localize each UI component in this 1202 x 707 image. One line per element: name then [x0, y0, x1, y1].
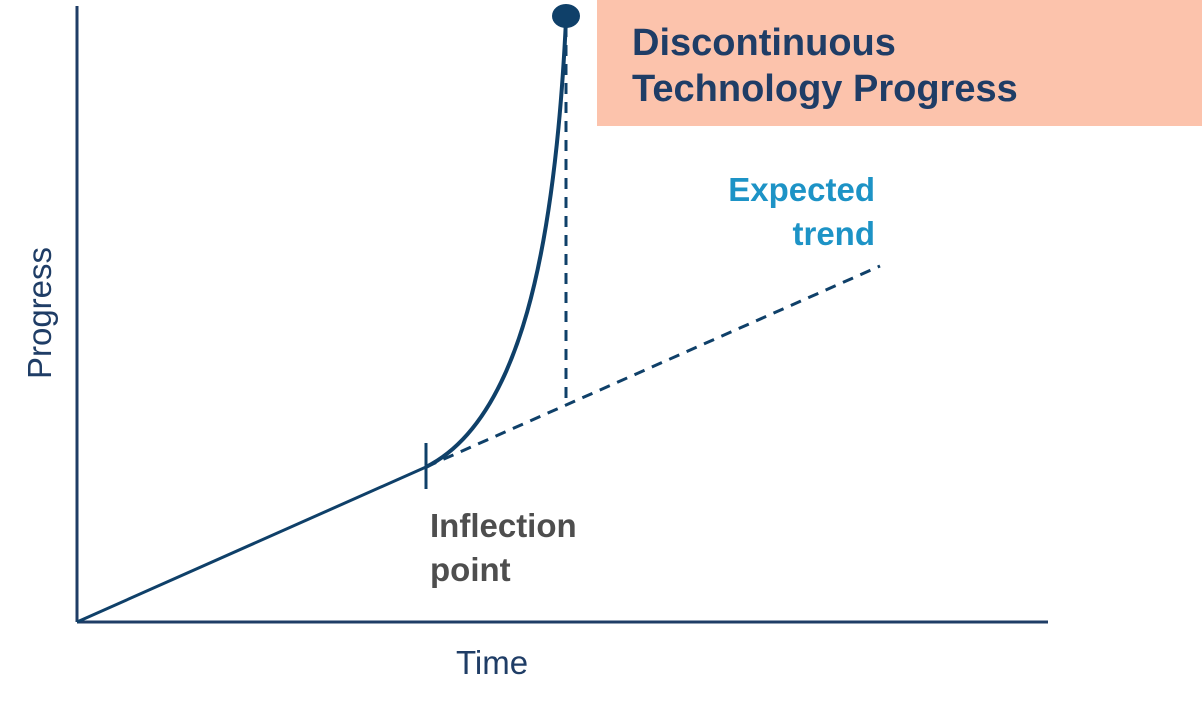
inflection-point-label: Inflection point	[430, 507, 577, 588]
x-axis-label: Time	[456, 644, 529, 681]
baseline-trend-line	[76, 465, 427, 624]
diagram-title: Discontinuous Technology Progress	[632, 22, 1018, 110]
discontinuous-progress-curve	[425, 19, 568, 469]
y-axis-label: Progress	[21, 246, 58, 380]
curve-end-marker	[552, 4, 580, 28]
expected-trend-dashed-line	[425, 264, 881, 469]
expected-trend-label: Expected trend	[728, 171, 875, 252]
title-box	[597, 0, 1202, 126]
